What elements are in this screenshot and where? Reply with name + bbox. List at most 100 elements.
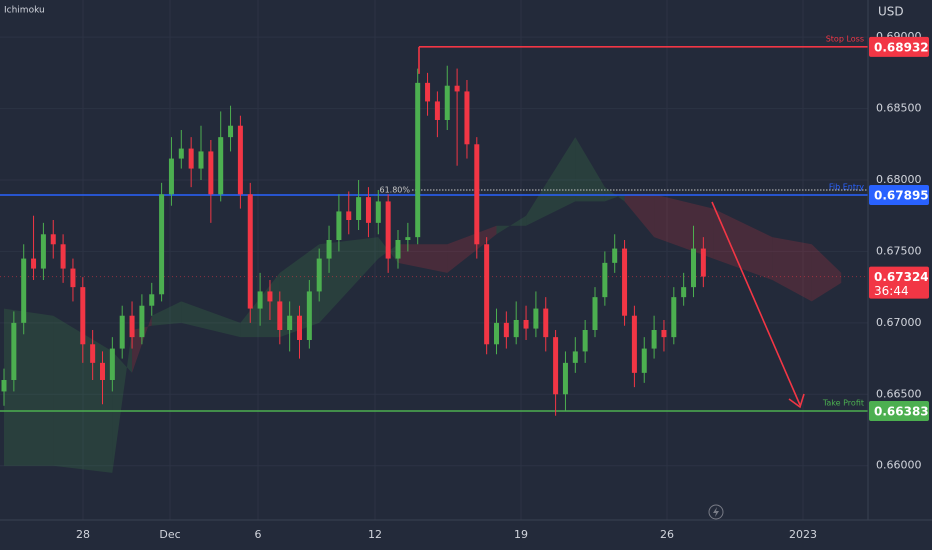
currency-label: USD <box>878 5 904 19</box>
y-tick-label: 0.67000 <box>876 316 922 329</box>
candle-body <box>247 194 253 309</box>
candle-body <box>346 211 352 220</box>
y-tick-label: 0.66000 <box>876 459 922 472</box>
candle-body <box>218 137 224 195</box>
candle-body <box>188 148 194 169</box>
candle-body <box>385 201 391 259</box>
x-tick-label: Dec <box>159 528 180 541</box>
level-name: Take Profit <box>822 399 864 408</box>
candle-body <box>40 234 46 269</box>
candle-body <box>50 234 56 245</box>
candle-body <box>208 151 214 195</box>
candle-body <box>198 151 204 169</box>
candle-body <box>60 244 66 269</box>
candle-body <box>494 322 499 345</box>
arrow-head <box>788 393 805 409</box>
lightning <box>713 507 719 517</box>
candle-body <box>237 125 243 195</box>
candle-body <box>562 362 568 395</box>
candle-body <box>612 248 618 263</box>
candle-body <box>306 291 312 340</box>
ichimoku-cloud <box>575 137 605 202</box>
level-name: Stop Loss <box>826 34 864 43</box>
candle-body <box>100 362 105 380</box>
candle-body <box>444 85 450 120</box>
ichimoku-cloud <box>713 208 773 280</box>
candle-body <box>503 322 509 338</box>
y-tick-label: 0.67500 <box>876 244 922 257</box>
candle-body <box>326 240 332 259</box>
candle-body <box>454 85 460 92</box>
price-badge <box>869 185 929 205</box>
ichimoku-cloud <box>181 301 241 338</box>
candle-body <box>129 315 135 338</box>
x-tick-label: 6 <box>255 528 262 541</box>
countdown: 36:44 <box>874 284 909 298</box>
candle-body <box>11 322 17 380</box>
price-badge-label: 0.66383 <box>874 405 929 419</box>
candle-body <box>671 297 677 338</box>
candle-body <box>523 320 529 329</box>
candle-body <box>70 268 76 288</box>
candle-body <box>365 197 371 223</box>
price-badge <box>869 36 929 57</box>
candle-body <box>484 244 490 345</box>
candle-body <box>336 211 342 240</box>
x-tick-label: 12 <box>368 528 382 541</box>
candle-body <box>316 258 322 292</box>
ichimoku-cloud <box>654 194 714 259</box>
candle-body <box>297 315 302 340</box>
candle-body <box>31 258 37 269</box>
candle-body <box>356 197 362 220</box>
candle-body <box>434 101 440 120</box>
fib-label: 61.80% <box>379 186 410 195</box>
ichimoku-cloud <box>811 244 842 302</box>
candle-body <box>602 262 608 298</box>
candle-body <box>168 158 174 195</box>
candle-body <box>178 148 184 159</box>
candle-body <box>149 294 155 306</box>
candle-body <box>474 144 480 245</box>
ichimoku-cloud <box>496 215 527 235</box>
candle-body <box>641 348 647 373</box>
candle-body <box>464 91 470 145</box>
candle-body <box>661 330 667 338</box>
x-tick-label: 26 <box>660 528 674 541</box>
x-tick-label: 2023 <box>789 528 817 541</box>
candle-body <box>405 237 411 240</box>
candle-body <box>543 308 549 338</box>
candle-body <box>90 344 96 363</box>
ichimoku-cloud <box>319 237 379 323</box>
candle-body <box>109 348 115 380</box>
candle-body <box>287 315 293 330</box>
candle-body <box>277 301 283 330</box>
ichimoku-cloud <box>151 301 182 326</box>
price-badge-label: 0.68932 <box>874 40 929 54</box>
candle-body <box>651 330 657 349</box>
candle-body <box>21 258 27 323</box>
replay-icon[interactable] <box>708 504 724 520</box>
x-tick-label: 28 <box>76 528 90 541</box>
price-badge <box>869 401 929 421</box>
candle-body <box>119 315 125 349</box>
candle-body <box>415 82 421 238</box>
ichimoku-cloud <box>53 315 113 473</box>
candle-body <box>139 305 145 338</box>
ichimoku-cloud <box>624 194 655 238</box>
candle-body <box>513 320 519 338</box>
candle-body <box>553 337 559 395</box>
candle-body <box>425 82 431 102</box>
ichimoku-cloud <box>447 225 497 273</box>
candle-body <box>80 287 86 345</box>
projection-arrow <box>711 201 801 406</box>
candle-body <box>375 201 381 223</box>
y-tick-label: 0.68000 <box>876 173 922 186</box>
y-tick-label: 0.68500 <box>876 102 922 115</box>
level-name: Fib Entry <box>829 183 864 192</box>
candle-body <box>691 248 696 288</box>
candle-body <box>681 287 687 298</box>
candle-body <box>622 248 628 316</box>
candle-body <box>395 240 401 259</box>
candle-body <box>572 351 578 363</box>
